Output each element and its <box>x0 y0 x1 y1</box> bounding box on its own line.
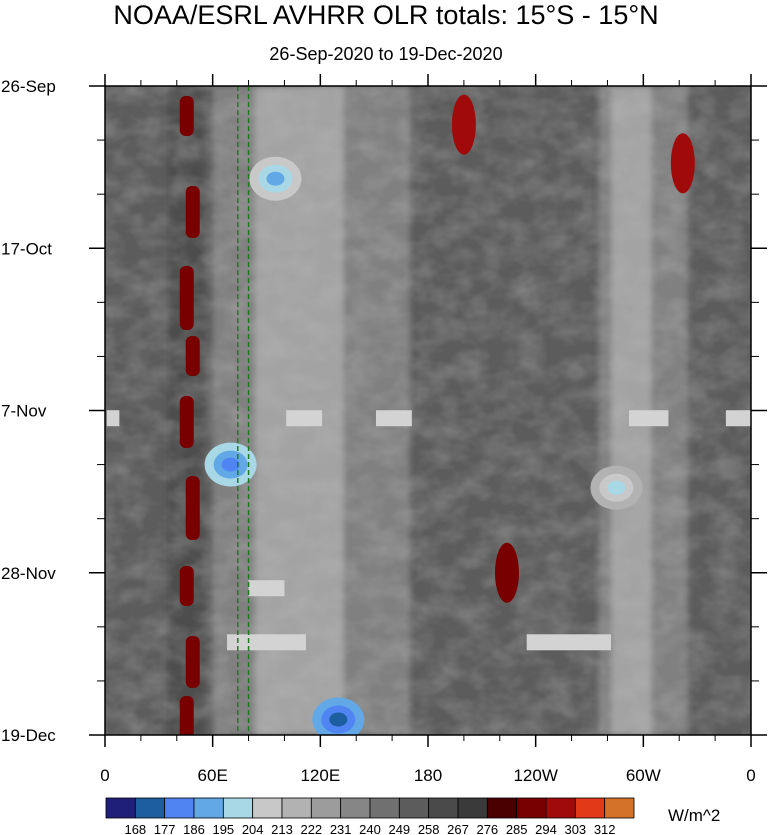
field-cluster-8 <box>670 133 695 194</box>
colorbar-swatch-12 <box>457 797 488 819</box>
colorbar-swatch-17 <box>604 797 635 819</box>
missing-data-segment-2 <box>375 410 412 427</box>
dry-streak <box>179 566 194 606</box>
x-tick-label-5: 60W <box>626 766 661 785</box>
field-cluster-4 <box>204 442 257 487</box>
field-cluster-6 <box>590 465 643 510</box>
colorbar-label-14: 294 <box>535 822 557 835</box>
missing-data-segment-0 <box>106 410 120 427</box>
missing-data-segment-7 <box>526 634 612 651</box>
colorbar-swatch-1 <box>134 797 166 819</box>
missing-data-segment-3 <box>628 410 669 427</box>
colorbar-label-10: 258 <box>418 822 440 835</box>
y-tick-label-1: 17-Oct <box>1 239 52 258</box>
colorbar-label-16: 312 <box>594 822 616 835</box>
dry-streak <box>185 186 200 238</box>
colorbar-swatch-15 <box>545 797 576 819</box>
x-tick-label-2: 120E <box>300 766 340 785</box>
dry-streak <box>185 476 200 540</box>
colorbar-swatch-7 <box>310 797 342 819</box>
y-tick-label-2: 7-Nov <box>1 402 47 421</box>
dry-streak <box>179 266 194 330</box>
dry-streak <box>185 336 200 376</box>
colorbar-label-11: 267 <box>447 822 469 835</box>
x-tick-label-6: 0 <box>746 766 755 785</box>
cluster-outer <box>670 133 695 194</box>
colorbar-label-6: 222 <box>300 822 322 835</box>
colorbar-units: W/m^2 <box>668 806 721 825</box>
colorbar-swatch-8 <box>340 797 371 819</box>
dry-streak <box>179 696 194 735</box>
missing-data-segment-5 <box>248 580 285 597</box>
colorbar-swatch-16 <box>574 797 606 819</box>
y-tick-label-0: 26-Sep <box>1 77 56 96</box>
colorbar-swatch-10 <box>398 797 430 819</box>
x-tick-label-4: 120W <box>513 766 557 785</box>
colorbar-label-2: 186 <box>183 822 205 835</box>
dry-streak <box>179 96 194 136</box>
colorbar-label-1: 177 <box>154 822 176 835</box>
x-tick-label-3: 180 <box>414 766 442 785</box>
colorbar-swatch-13 <box>486 797 518 819</box>
colorbar-label-15: 303 <box>564 822 586 835</box>
colorbar-swatch-5 <box>252 797 283 819</box>
x-tick-label-1: 60E <box>198 766 228 785</box>
colorbar-label-13: 285 <box>506 822 528 835</box>
colorbar-swatch-6 <box>281 797 312 819</box>
dry-streak <box>185 636 200 688</box>
x-tick-label-0: 0 <box>100 766 109 785</box>
field-cluster-9 <box>494 542 519 603</box>
colorbar-swatch-4 <box>222 797 254 819</box>
overlays <box>106 86 751 735</box>
colorbar-label-9: 249 <box>388 822 410 835</box>
cluster-outer <box>451 94 476 155</box>
chart-title: NOAA/ESRL AVHRR OLR totals: 15°S - 15°N <box>113 0 659 30</box>
field-cluster-5 <box>312 697 365 735</box>
colorbar-label-8: 240 <box>359 822 381 835</box>
colorbar-swatch-2 <box>164 797 195 819</box>
chart-subtitle: 26-Sep-2020 to 19-Dec-2020 <box>269 44 503 64</box>
colorbar-label-12: 276 <box>476 822 498 835</box>
y-axis: 26-Sep 17-Oct 7-Nov 28-Nov 19-Dec <box>1 77 767 745</box>
cluster-outer <box>494 542 519 603</box>
y-tick-label-3: 28-Nov <box>1 564 56 583</box>
colorbar-label-4: 204 <box>242 822 264 835</box>
colorbar-label-0: 168 <box>124 822 146 835</box>
cluster-inner <box>607 480 626 495</box>
cluster-inner <box>221 457 240 472</box>
colorbar-swatch-3 <box>193 797 224 819</box>
missing-data-segment-1 <box>286 410 323 427</box>
colorbar-swatch-11 <box>428 797 459 819</box>
dry-band-streaks-0 <box>179 96 200 735</box>
colorbar-swatch-9 <box>369 797 400 819</box>
colorbar-swatch-0 <box>105 797 136 819</box>
dry-streak <box>179 396 194 448</box>
missing-data-segment-4 <box>725 410 751 427</box>
missing-data-segment-6 <box>227 634 306 651</box>
field-cluster-3 <box>249 156 302 201</box>
colorbar-swatch-14 <box>516 797 547 819</box>
colorbar-label-3: 195 <box>212 822 234 835</box>
colorbar-label-5: 213 <box>271 822 293 835</box>
x-axis: 0 60E 120E 180 120W 60W 0 <box>100 74 756 785</box>
field-cluster-7 <box>451 94 476 155</box>
colorbar-label-7: 231 <box>330 822 352 835</box>
colorbar: 168 177 186 195 204 213 222 231 240 249 258 267 276 2… <box>105 797 635 835</box>
cluster-inner <box>266 171 285 186</box>
cluster-inner <box>329 712 348 727</box>
y-tick-label-4: 19-Dec <box>1 726 56 745</box>
